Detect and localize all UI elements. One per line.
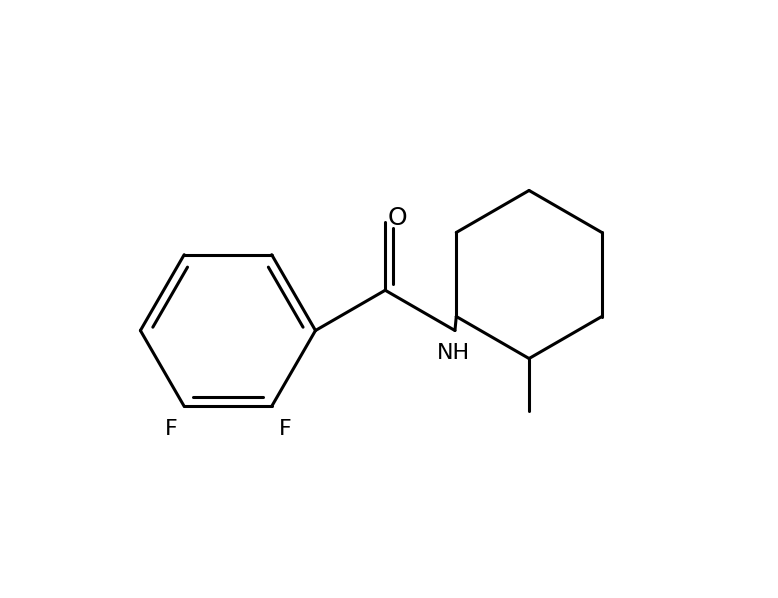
Text: NH: NH [437, 343, 470, 363]
Text: F: F [279, 419, 292, 440]
Text: O: O [388, 206, 408, 230]
Text: F: F [164, 419, 177, 440]
